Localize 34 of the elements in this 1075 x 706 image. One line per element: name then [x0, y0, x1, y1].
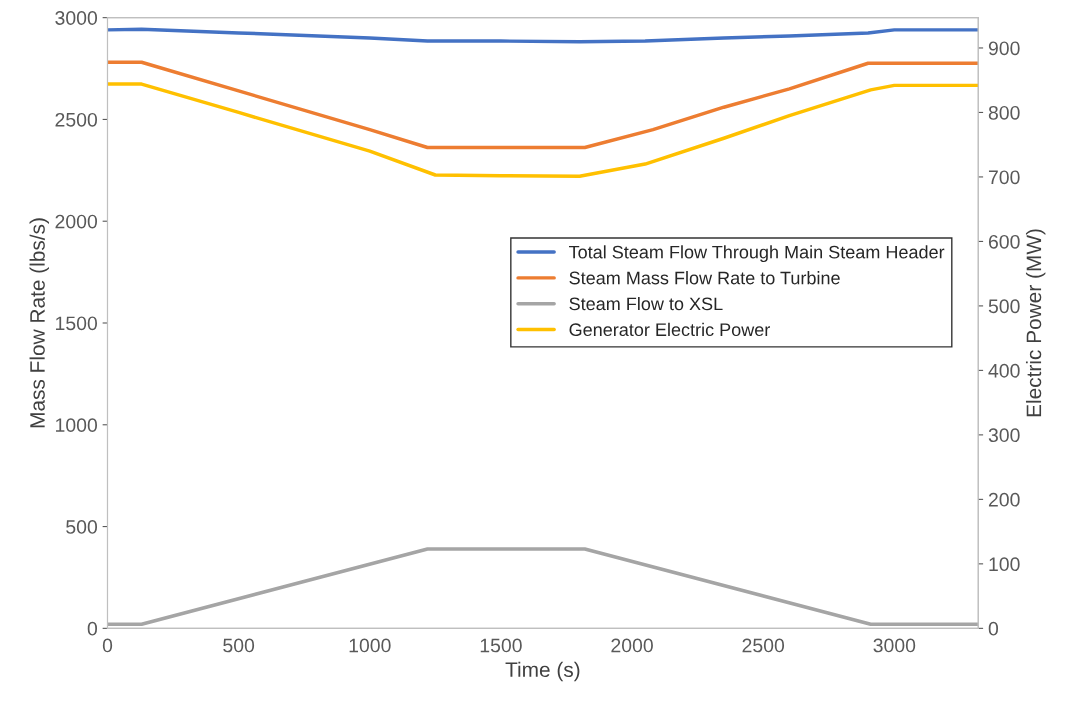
- legend-label: Steam Flow to XSL: [569, 296, 723, 311]
- y2-tick-label: 300: [988, 428, 1020, 443]
- y-tick-label: 500: [66, 520, 98, 534]
- y2-tick-label: 100: [989, 557, 1020, 572]
- y-tick-label: 0: [87, 621, 98, 636]
- legend-label: Steam Mass Flow Rate to Turbine: [569, 271, 840, 285]
- x-tick-label: 500: [223, 638, 255, 653]
- y2-tick-label: 500: [988, 299, 1020, 314]
- y-tick-label: 3000: [55, 11, 98, 25]
- y2-tick-label: 800: [988, 105, 1020, 120]
- y2-tick-label: 400: [988, 363, 1020, 378]
- line-series: [107, 27, 979, 44]
- x-tick-label: 2500: [742, 638, 785, 653]
- y-tick-label: 1500: [56, 316, 98, 331]
- y2-tick-label: 600: [988, 234, 1020, 249]
- y-tick-label: 1000: [56, 418, 98, 433]
- x-tick-label: 1500: [480, 638, 522, 653]
- y2-axis-title: Electric Power (MW): [1025, 229, 1046, 417]
- y-tick-label: 2000: [55, 214, 98, 229]
- x-tick-label: 3000: [873, 638, 916, 653]
- y2-tick-label: 0: [988, 621, 999, 636]
- y-axis-title: Mass Flow Rate (lbs/s): [29, 218, 49, 428]
- y2-tick-label: 700: [988, 170, 1020, 185]
- x-tick-label: 0: [102, 638, 113, 653]
- line-series: [107, 82, 979, 179]
- x-tick-label: 1000: [349, 638, 391, 653]
- y2-tick-label: 900: [988, 41, 1020, 56]
- x-tick-label: 2000: [611, 638, 653, 653]
- line-series: [107, 60, 979, 150]
- legend-label: Generator Electric Power: [569, 322, 770, 337]
- legend-label: Total Steam Flow Through Main Steam Header: [569, 245, 945, 263]
- y-tick-label: 2500: [55, 112, 98, 127]
- x-axis-title: Time (s): [505, 661, 580, 682]
- y2-tick-label: 200: [988, 492, 1020, 507]
